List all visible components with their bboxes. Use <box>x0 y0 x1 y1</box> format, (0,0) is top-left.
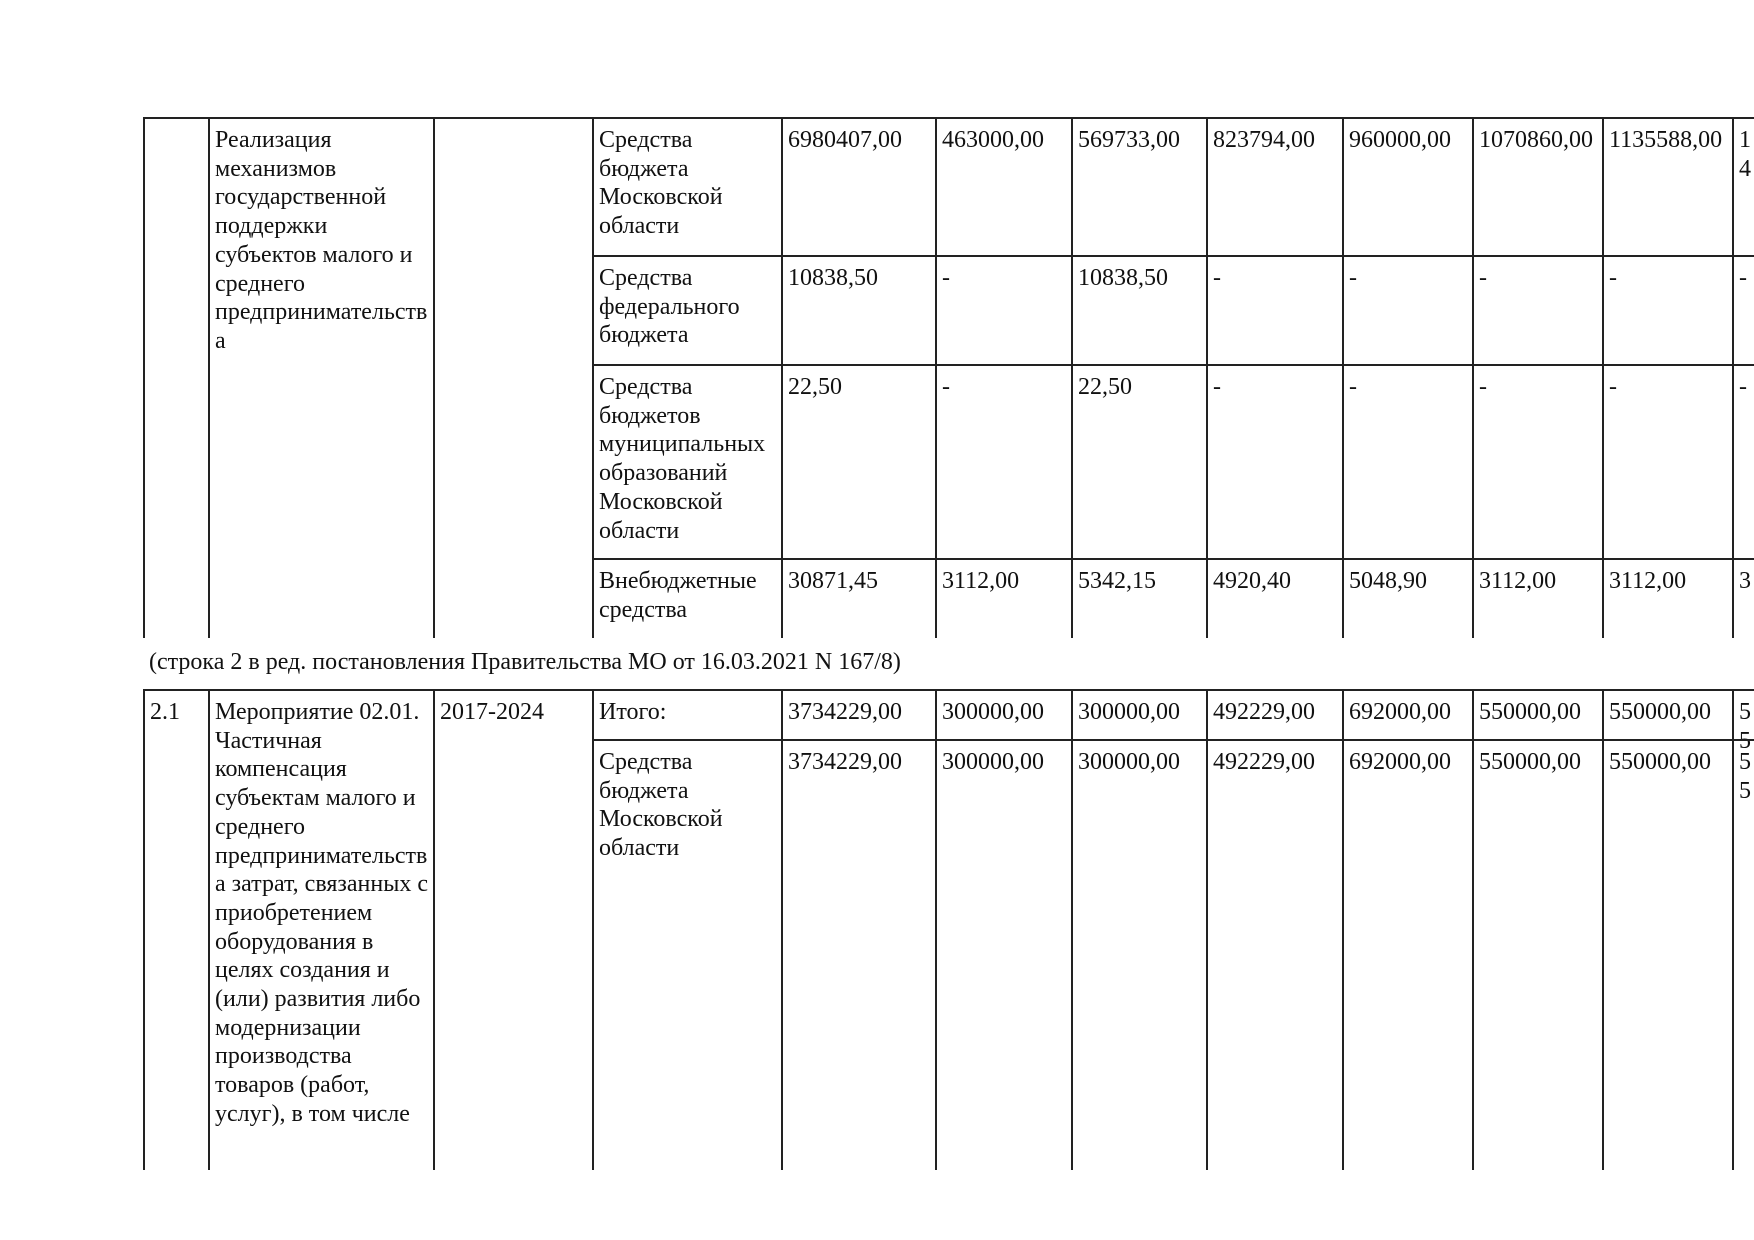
amount: 1135588,00 <box>1609 127 1723 153</box>
rule <box>781 117 783 638</box>
rule <box>1732 689 1734 1170</box>
amount: 6980407,00 <box>788 127 902 153</box>
amount: 55 <box>1739 749 1751 804</box>
amount: 3112,00 <box>942 568 1020 594</box>
rule <box>208 117 210 638</box>
rule <box>781 689 783 1170</box>
funding-source: Средства бюджета Московской области <box>599 127 723 240</box>
rule <box>1206 117 1208 638</box>
amount: 3112,00 <box>1609 568 1687 594</box>
amount: 3112,00 <box>1479 568 1557 594</box>
amount: - <box>1479 265 1487 291</box>
amount: - <box>942 265 950 291</box>
rule <box>935 117 937 638</box>
amount: 3734229,00 <box>788 749 902 775</box>
amount: 300000,00 <box>1078 699 1180 725</box>
amount: 550000,00 <box>1479 699 1581 725</box>
amount: 492229,00 <box>1213 699 1315 725</box>
amount: 5342,15 <box>1078 568 1156 594</box>
rule <box>1472 689 1474 1170</box>
amount: 569733,00 <box>1078 127 1180 153</box>
amount: - <box>1213 374 1221 400</box>
rule <box>143 117 1754 119</box>
amount: 1070860,00 <box>1479 127 1593 153</box>
rule <box>592 255 1754 257</box>
amount: - <box>1349 265 1357 291</box>
amount: 30871,45 <box>788 568 878 594</box>
amount: 22,50 <box>1078 374 1132 400</box>
rule <box>592 739 1754 741</box>
rule <box>1206 689 1208 1170</box>
amount: 3 <box>1739 568 1751 594</box>
amount: - <box>1609 265 1617 291</box>
amount: 550000,00 <box>1609 749 1711 775</box>
amount: 550000,00 <box>1609 699 1711 725</box>
rule <box>1602 689 1604 1170</box>
funding-source: Средства бюджетов муниципальных образова… <box>599 374 766 544</box>
amount: 823794,00 <box>1213 127 1315 153</box>
amount: 300000,00 <box>942 749 1044 775</box>
amount: - <box>1609 374 1617 400</box>
rule <box>1342 689 1344 1170</box>
amount: 300000,00 <box>1078 749 1180 775</box>
row-period: 2017-2024 <box>440 699 544 725</box>
rule <box>1602 117 1604 638</box>
rule <box>143 689 1754 691</box>
rule <box>1071 117 1073 638</box>
amount: - <box>1213 265 1221 291</box>
rule <box>592 364 1754 366</box>
rule <box>1732 117 1734 638</box>
funding-source: Средства федерального бюджета <box>599 265 740 349</box>
row-number: 2.1 <box>150 699 180 725</box>
rule <box>1342 117 1344 638</box>
amount: 22,50 <box>788 374 842 400</box>
amount: 55 <box>1739 699 1751 754</box>
rule <box>143 689 145 1170</box>
note: (строка 2 в ред. постановления Правитель… <box>149 649 901 675</box>
rule <box>143 117 145 638</box>
amount: - <box>1739 265 1747 291</box>
amount: 692000,00 <box>1349 749 1451 775</box>
amount: 463000,00 <box>942 127 1044 153</box>
amount: 10838,50 <box>788 265 878 291</box>
rule <box>592 558 1754 560</box>
row-name: Реализация механизмов государственной по… <box>215 127 428 354</box>
amount: 692000,00 <box>1349 699 1451 725</box>
rule <box>433 117 435 638</box>
rule <box>433 689 435 1170</box>
rule <box>1472 117 1474 638</box>
rule <box>592 117 594 638</box>
amount: 5048,90 <box>1349 568 1427 594</box>
amount: 3734229,00 <box>788 699 902 725</box>
funding-source: Средства бюджета Московской области <box>599 749 723 862</box>
row-name: Мероприятие 02.01. Частичная компенсация… <box>215 699 428 1127</box>
amount: 550000,00 <box>1479 749 1581 775</box>
amount: - <box>1739 374 1747 400</box>
rule <box>1071 689 1073 1170</box>
funding-source: Внебюджетные средства <box>599 568 757 623</box>
amount: 4920,40 <box>1213 568 1291 594</box>
amount: 492229,00 <box>1213 749 1315 775</box>
amount: - <box>942 374 950 400</box>
amount: 960000,00 <box>1349 127 1451 153</box>
amount: - <box>1479 374 1487 400</box>
amount: 14 <box>1739 127 1751 182</box>
rule <box>935 689 937 1170</box>
funding-source: Итого: <box>599 699 667 725</box>
amount: 10838,50 <box>1078 265 1168 291</box>
amount: 300000,00 <box>942 699 1044 725</box>
rule <box>592 689 594 1170</box>
amount: - <box>1349 374 1357 400</box>
rule <box>208 689 210 1170</box>
